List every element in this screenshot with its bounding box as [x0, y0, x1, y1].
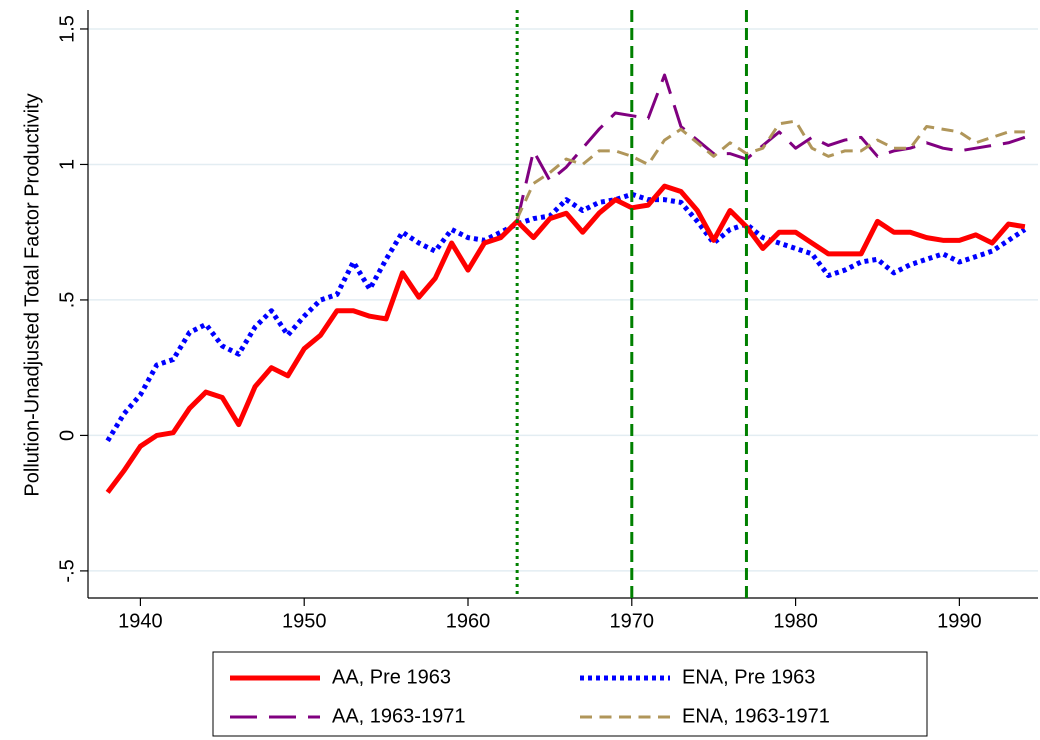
y-tick-label: .5: [56, 292, 78, 309]
legend-label: ENA, Pre 1963: [682, 666, 815, 688]
series-line: [105, 191, 1027, 443]
legend-box: [212, 651, 928, 737]
series-line: [515, 119, 1025, 220]
y-tick-label: 1.5: [56, 15, 78, 43]
x-tick-label: 1950: [282, 610, 327, 632]
y-tick-label: 1: [56, 159, 78, 170]
x-tick-label: 1980: [773, 610, 818, 632]
series-line: [105, 183, 1026, 494]
y-tick-label: 0: [56, 430, 78, 441]
legend-label: ENA, 1963-1971: [682, 705, 830, 727]
x-tick-label: 1960: [446, 610, 491, 632]
series-line: [515, 73, 1026, 222]
legend-label: AA, 1963-1971: [332, 705, 465, 727]
y-axis-title: Pollution-Unadjusted Total Factor Produc…: [21, 93, 43, 496]
y-tick-label: -.5: [56, 559, 78, 582]
x-tick-label: 1940: [118, 610, 163, 632]
legend-label: AA, Pre 1963: [332, 666, 451, 688]
x-tick-label: 1990: [937, 610, 982, 632]
x-tick-label: 1970: [610, 610, 655, 632]
